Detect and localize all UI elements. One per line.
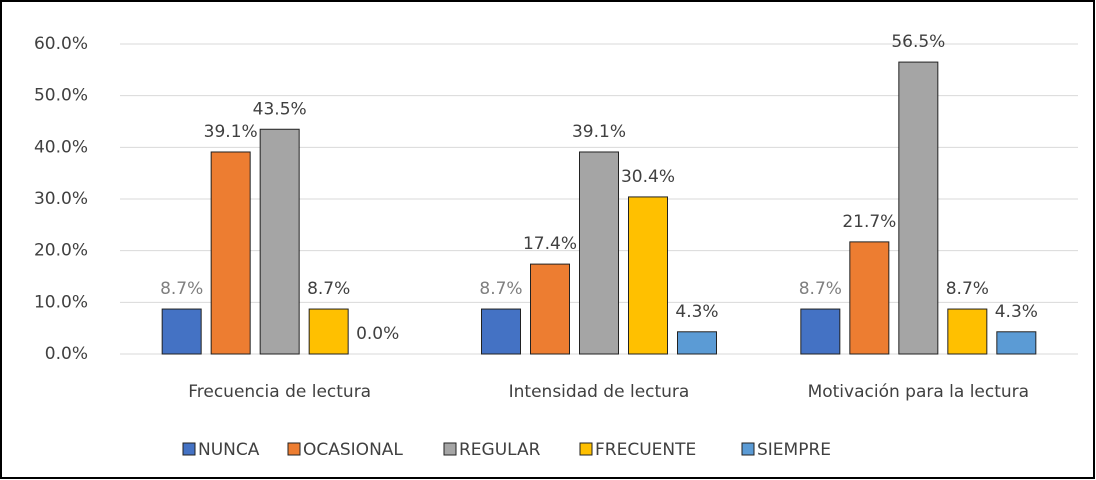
value-label: 39.1%: [572, 122, 626, 142]
value-label: 0.0%: [356, 324, 399, 344]
legend-label: REGULAR: [459, 440, 541, 460]
bar: [259, 128, 300, 355]
legend-swatch: [579, 442, 593, 456]
y-tick-label: 50.0%: [34, 86, 88, 106]
value-label: 4.3%: [995, 302, 1038, 322]
bar: [677, 331, 717, 355]
bar: [161, 308, 202, 355]
bar: [800, 308, 841, 355]
value-label: 17.4%: [523, 234, 577, 254]
y-tick-label: 30.0%: [34, 189, 88, 209]
y-tick-label: 20.0%: [34, 241, 88, 261]
value-label: 39.1%: [204, 122, 258, 142]
legend-label: SIEMPRE: [757, 440, 831, 460]
x-tick-label: Motivación para la lectura: [808, 382, 1030, 402]
bar: [849, 241, 890, 355]
value-label: 8.7%: [479, 279, 522, 299]
bar: [947, 308, 988, 355]
y-tick-label: 10.0%: [34, 292, 88, 312]
legend-label: FRECUENTE: [595, 440, 696, 460]
bar: [628, 196, 668, 355]
legend-label: OCASIONAL: [303, 440, 403, 460]
y-tick-label: 40.0%: [34, 137, 88, 157]
value-label: 30.4%: [621, 167, 675, 187]
bar: [898, 61, 939, 355]
legend-swatch: [182, 442, 196, 456]
value-label: 21.7%: [842, 212, 896, 232]
legend-swatch: [287, 442, 301, 456]
value-label: 8.7%: [946, 279, 989, 299]
x-tick-label: Intensidad de lectura: [509, 382, 690, 402]
bar: [530, 263, 570, 355]
legend-label: NUNCA: [198, 440, 260, 460]
bar: [481, 308, 521, 355]
value-label: 8.7%: [799, 279, 842, 299]
legend-swatch: [443, 442, 457, 456]
bar: [579, 151, 619, 355]
y-tick-label: 60.0%: [34, 34, 88, 54]
value-label: 43.5%: [253, 99, 307, 119]
value-label: 8.7%: [160, 279, 203, 299]
bar: [210, 151, 251, 355]
value-label: 8.7%: [307, 279, 350, 299]
value-label: 4.3%: [675, 302, 718, 322]
value-label: 56.5%: [891, 32, 945, 52]
x-tick-label: Frecuencia de lectura: [188, 382, 371, 402]
bar: [308, 308, 349, 355]
legend-swatch: [741, 442, 755, 456]
bar: [996, 331, 1037, 355]
y-tick-label: 0.0%: [45, 344, 88, 364]
